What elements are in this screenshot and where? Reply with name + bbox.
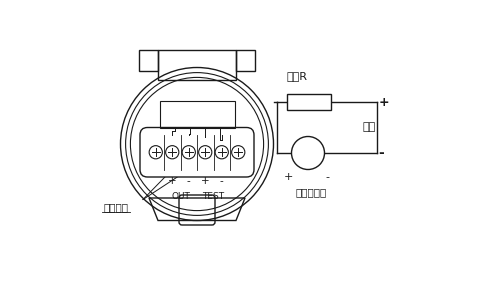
Text: OUT: OUT bbox=[171, 192, 190, 201]
Text: +: + bbox=[284, 172, 293, 182]
Text: A: A bbox=[304, 146, 312, 160]
Text: -: - bbox=[220, 176, 224, 187]
Text: -: - bbox=[378, 146, 384, 160]
FancyBboxPatch shape bbox=[140, 128, 254, 177]
Text: 负载R: 负载R bbox=[286, 70, 307, 81]
Text: +: + bbox=[378, 95, 389, 109]
Circle shape bbox=[291, 136, 324, 169]
Text: -: - bbox=[187, 176, 191, 187]
Bar bbox=[287, 94, 331, 110]
Text: 直流电流表: 直流电流表 bbox=[295, 187, 327, 197]
Text: +: + bbox=[201, 176, 210, 187]
Text: 电源: 电源 bbox=[363, 122, 376, 133]
Text: +: + bbox=[168, 176, 177, 187]
Text: 电源接线: 电源接线 bbox=[104, 202, 128, 212]
Text: -: - bbox=[326, 172, 330, 182]
Text: TEST: TEST bbox=[202, 192, 225, 201]
